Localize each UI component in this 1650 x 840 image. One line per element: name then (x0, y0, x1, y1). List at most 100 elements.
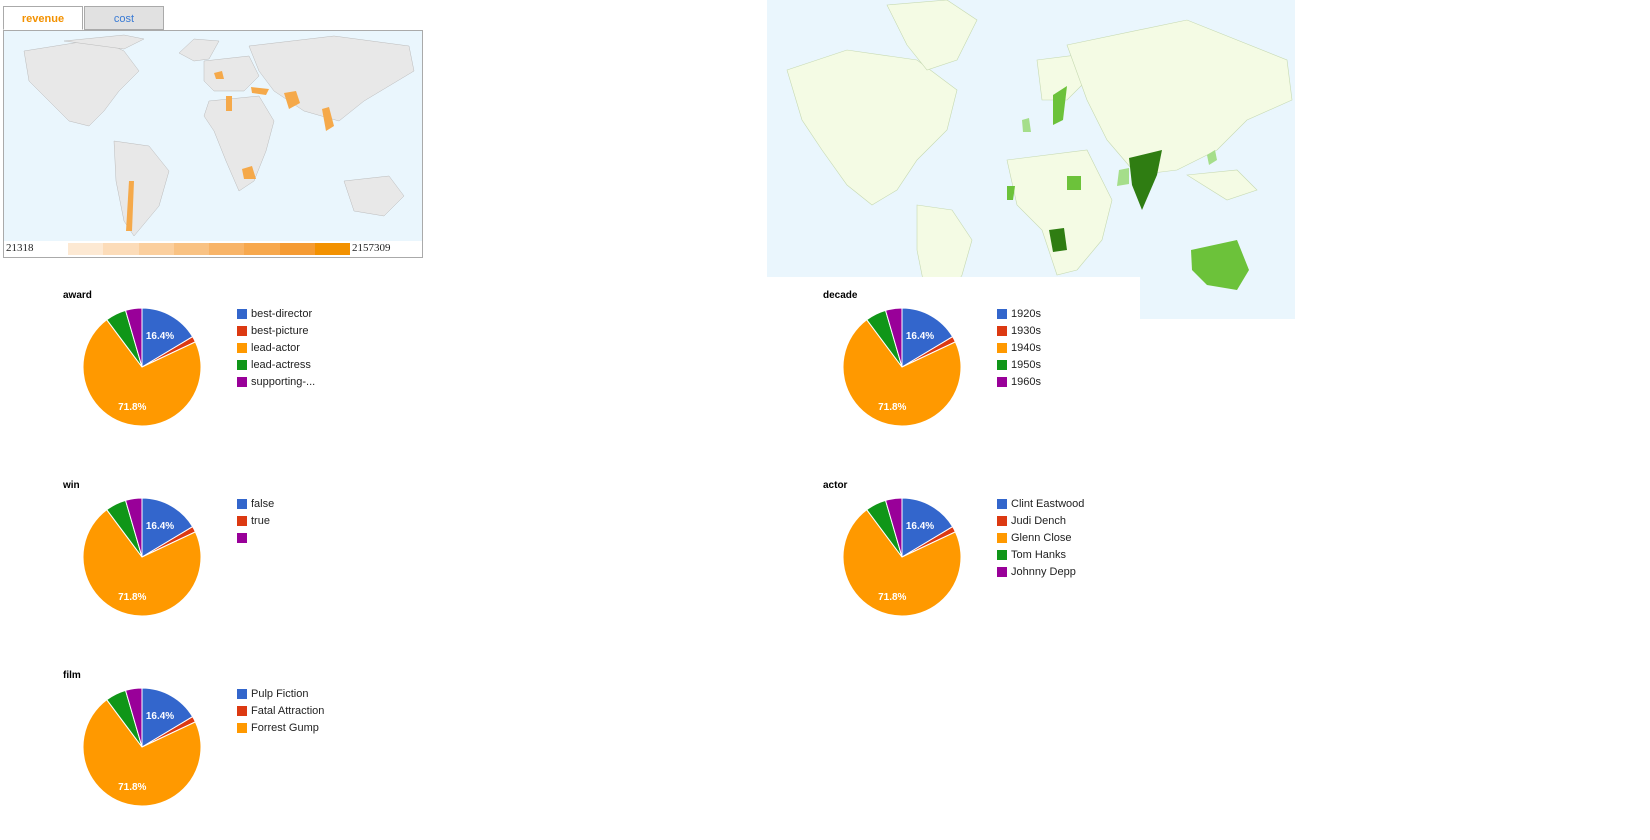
legend-label: lead-actress (251, 359, 311, 371)
legend-label: best-director (251, 308, 313, 320)
pie-chart[interactable]: 16.4% 71.8% (81, 306, 203, 428)
legend-item[interactable]: 1920s (997, 308, 1101, 321)
legend-label: Glenn Close (1011, 532, 1072, 544)
legend-swatch (997, 499, 1007, 509)
legend-item[interactable]: false (237, 498, 341, 511)
pie-data-label: 71.8% (878, 402, 906, 413)
pie-data-label: 16.4% (906, 331, 934, 342)
legend-swatch (237, 533, 247, 543)
pie-data-label: 16.4% (146, 331, 174, 342)
chart-decade: decade 16.4% 71.8% 1920s 1930s 1940s 1950s 19… (823, 290, 1123, 460)
pie-slice[interactable] (124, 687, 143, 748)
legend-item[interactable]: lead-actress (237, 359, 341, 372)
legend-label: best-picture (251, 325, 309, 337)
pie-chart[interactable]: 16.4% 71.8% (81, 496, 203, 618)
legend-swatch (237, 377, 247, 387)
legend-item[interactable]: lead-actor (237, 342, 341, 355)
legend-item[interactable]: Forrest Gump (237, 722, 341, 735)
legend-item[interactable]: 1940s (997, 342, 1101, 355)
legend-label: 1950s (1011, 359, 1041, 371)
chart-award: award 16.4% 71.8% best-director best-pictu… (63, 290, 363, 460)
legend-item[interactable]: true (237, 515, 341, 528)
legend-item[interactable]: Clint Eastwood (997, 498, 1101, 511)
legend-label: Johnny Depp (1011, 566, 1076, 578)
legend-swatch (997, 343, 1007, 353)
legend-item[interactable]: Tom Hanks (997, 549, 1101, 562)
legend-label: Fatal Attraction (251, 705, 325, 717)
legend-item[interactable]: Pulp Fiction (237, 688, 341, 701)
legend-label: lead-actor (251, 342, 300, 354)
pie-chart[interactable]: 16.4% 71.8% (81, 686, 203, 808)
chart-film: film 16.4% 71.8% Pulp Fiction Fatal Attrac… (63, 670, 363, 840)
tab-cost[interactable]: cost (84, 6, 164, 30)
legend-item[interactable]: Johnny Depp (997, 566, 1101, 579)
legend-swatch (237, 326, 247, 336)
legend-swatch (237, 360, 247, 370)
legend-label: Forrest Gump (251, 722, 319, 734)
legend-swatch (237, 516, 247, 526)
tab-revenue[interactable]: revenue (3, 6, 83, 30)
pie-data-label: 71.8% (118, 782, 146, 793)
chart-title: decade (823, 290, 858, 301)
legend-label: 1940s (1011, 342, 1041, 354)
pie-data-label: 71.8% (118, 592, 146, 603)
legend-item[interactable]: Judi Dench (997, 515, 1101, 528)
legend-item[interactable]: 1960s (997, 376, 1101, 389)
pie-slice[interactable] (124, 307, 143, 368)
legend-swatch (997, 516, 1007, 526)
pie-slice[interactable] (884, 497, 903, 558)
pie-slice[interactable] (901, 497, 954, 558)
chart-legend: Clint Eastwood Judi Dench Glenn Close Tom H… (997, 498, 1101, 583)
legend-gradient-step (314, 243, 350, 255)
chart-title: win (63, 480, 80, 491)
legend-item[interactable]: supporting-... (237, 376, 341, 389)
pie-chart[interactable]: 16.4% 71.8% (841, 496, 963, 618)
legend-gradient-step (173, 243, 209, 255)
legend-label: 1960s (1011, 376, 1041, 388)
pie-slice[interactable] (82, 509, 202, 617)
world-map-green (786, 0, 1293, 319)
pie-slice[interactable] (82, 319, 202, 427)
map-color-legend: 21318 2157309 (4, 241, 422, 257)
legend-gradient-step (279, 243, 315, 255)
legend-gradient (68, 243, 350, 255)
pie-slice[interactable] (901, 307, 954, 368)
pie-data-label: 71.8% (878, 592, 906, 603)
map-overlay-blank (767, 277, 1140, 319)
legend-item[interactable]: best-picture (237, 325, 341, 338)
legend-item[interactable]: 1950s (997, 359, 1101, 372)
legend-gradient-step (103, 243, 139, 255)
legend-swatch (997, 377, 1007, 387)
chart-legend: false true (237, 498, 341, 543)
legend-max-value: 2157309 (352, 242, 391, 254)
legend-swatch (997, 326, 1007, 336)
legend-swatch (997, 533, 1007, 543)
legend-swatch (997, 567, 1007, 577)
geo-map-green[interactable] (767, 0, 1295, 319)
pie-slice[interactable] (141, 307, 194, 368)
chart-title: actor (823, 480, 848, 491)
legend-label: Tom Hanks (1011, 549, 1067, 561)
legend-item[interactable]: Glenn Close (997, 532, 1101, 545)
pie-slice[interactable] (141, 497, 194, 558)
legend-label: true (251, 515, 270, 527)
pie-data-label: 16.4% (146, 711, 174, 722)
legend-swatch (237, 706, 247, 716)
legend-gradient-step (209, 243, 245, 255)
pie-data-label: 16.4% (906, 521, 934, 532)
legend-item[interactable]: best-director (237, 308, 341, 321)
legend-gradient-step (138, 243, 174, 255)
legend-item[interactable]: 1930s (997, 325, 1101, 338)
chart-actor: actor 16.4% 71.8% Clint Eastwood Judi Denc… (823, 480, 1123, 650)
legend-item[interactable]: Fatal Attraction (237, 705, 341, 718)
pie-slice[interactable] (842, 509, 962, 617)
pie-slice[interactable] (842, 319, 962, 427)
pie-chart[interactable]: 16.4% 71.8% (841, 306, 963, 428)
pie-slice[interactable] (141, 687, 194, 748)
pie-slice[interactable] (884, 307, 903, 368)
legend-swatch (997, 550, 1007, 560)
legend-label: 1930s (1011, 325, 1041, 337)
pie-slice[interactable] (124, 497, 143, 558)
revenue-geo-map[interactable]: 21318 2157309 (3, 30, 423, 258)
legend-swatch (237, 723, 247, 733)
